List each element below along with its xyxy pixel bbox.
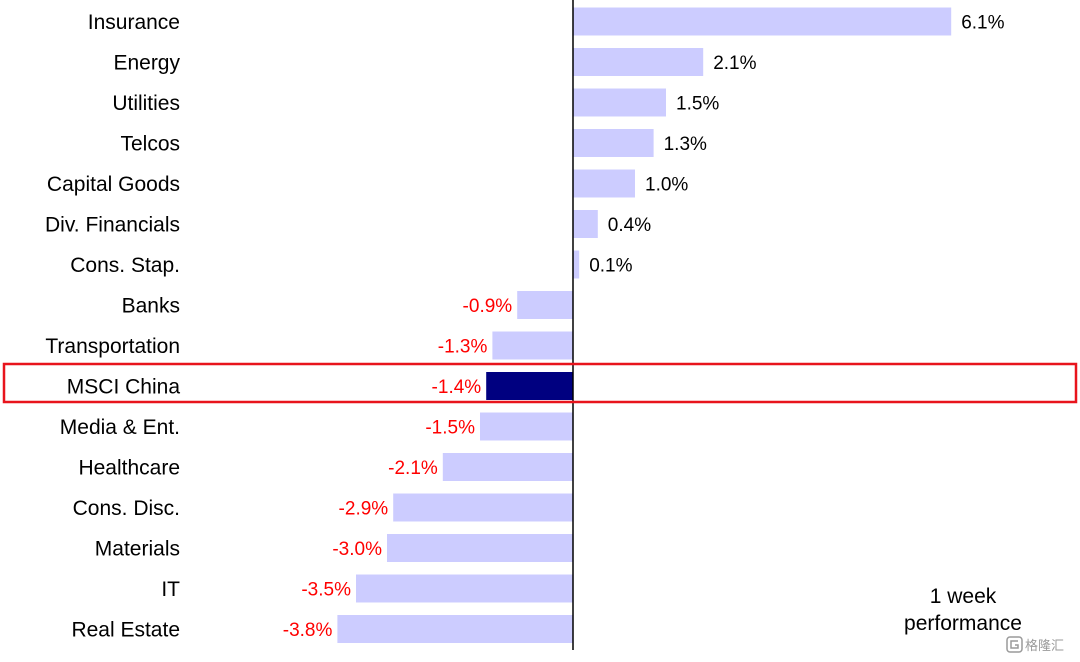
value-label-utilities: 1.5%	[676, 94, 719, 115]
bar-cons-disc	[393, 493, 573, 522]
category-label-msci-china: MSCI China	[67, 376, 181, 399]
category-label-materials: Materials	[95, 538, 180, 561]
bar-materials	[387, 534, 573, 562]
value-labels-layer: 6.1% 2.1% 1.5% 1.3% 1.0% 0.4% 0.1% -0.9% -1.3% -1…	[283, 13, 1005, 642]
bar-real-estate	[337, 615, 573, 643]
category-label-capital-goods: Capital Goods	[47, 173, 180, 196]
value-label-cons-stap: 0.1%	[589, 256, 632, 277]
bars-layer	[337, 7, 952, 643]
category-label-healthcare: Healthcare	[78, 457, 180, 480]
value-label-div-financials: 0.4%	[608, 215, 651, 236]
value-label-it: -3.5%	[301, 580, 351, 601]
category-label-transportation: Transportation	[45, 335, 180, 358]
bar-cons-stap	[573, 250, 580, 279]
value-label-energy: 2.1%	[713, 53, 756, 74]
bar-it	[356, 574, 573, 603]
category-label-media-ent: Media & Ent.	[60, 416, 180, 439]
category-label-insurance: Insurance	[88, 11, 180, 34]
category-label-banks: Banks	[122, 295, 180, 318]
value-label-healthcare: -2.1%	[388, 458, 438, 479]
value-label-insurance: 6.1%	[961, 13, 1004, 34]
bar-div-financials	[573, 210, 598, 238]
msci-china-highlight-box	[2, 362, 1078, 404]
annotation-line-1: 1 week	[930, 585, 997, 608]
category-label-real-estate: Real Estate	[71, 619, 180, 642]
bar-utilities	[573, 88, 666, 117]
bar-banks	[517, 291, 573, 319]
bar-energy	[573, 48, 704, 76]
value-label-capital-goods: 1.0%	[645, 175, 688, 196]
value-label-real-estate: -3.8%	[283, 620, 333, 641]
category-label-it: IT	[161, 578, 180, 601]
bar-insurance	[573, 7, 952, 36]
category-label-telcos: Telcos	[120, 133, 180, 156]
category-label-cons-disc: Cons. Disc.	[73, 497, 180, 520]
bar-msci-china	[486, 372, 573, 400]
watermark-text: 格隆汇	[1025, 638, 1064, 654]
value-label-media-ent: -1.5%	[425, 418, 475, 439]
bar-telcos	[573, 129, 654, 157]
value-label-transportation: -1.3%	[438, 337, 488, 358]
category-labels-layer: Insurance Energy Utilities Telcos Capital Go…	[45, 11, 180, 642]
watermark: 格隆汇	[1006, 636, 1064, 654]
value-label-telcos: 1.3%	[664, 134, 707, 155]
value-label-cons-disc: -2.9%	[339, 499, 389, 520]
annotation-line-2: performance	[904, 612, 1022, 635]
value-label-msci-china: -1.4%	[432, 377, 482, 398]
gelonghui-logo-icon	[1006, 636, 1023, 653]
bar-media-ent	[480, 412, 573, 441]
category-label-div-financials: Div. Financials	[45, 214, 180, 237]
category-label-utilities: Utilities	[112, 92, 180, 115]
bar-healthcare	[442, 453, 573, 481]
value-label-materials: -3.0%	[332, 539, 382, 560]
bar-capital-goods	[573, 169, 635, 198]
category-label-energy: Energy	[113, 52, 180, 75]
value-label-banks: -0.9%	[463, 296, 513, 317]
category-label-cons-stap: Cons. Stap.	[70, 254, 180, 277]
bar-transportation	[492, 331, 573, 360]
